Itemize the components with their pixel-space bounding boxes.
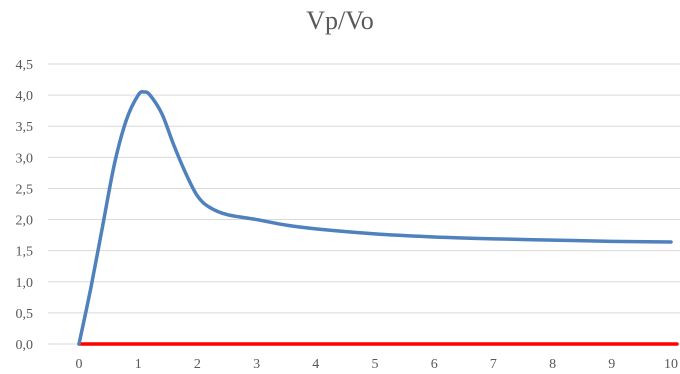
series-group (77, 90, 679, 346)
y-tick-label: 0,5 (16, 307, 34, 322)
y-axis-tick-labels: 0,0 0,5 1,0 1,5 2,0 2,5 3,0 3,5 4,0 4,5 (16, 58, 34, 353)
x-axis-tick-labels: 0 1 2 3 4 5 6 7 8 9 10 (76, 357, 679, 372)
y-tick-label: 3,5 (16, 120, 34, 135)
x-tick-label: 7 (490, 357, 497, 372)
chart-title: Vp/Vo (306, 6, 374, 35)
y-tick-label: 2,5 (16, 182, 34, 197)
y-tick-label: 1,0 (16, 276, 34, 291)
series-line (77, 90, 673, 346)
x-tick-label: 10 (664, 357, 678, 372)
y-tick-label: 4,5 (16, 58, 34, 73)
y-tick-label: 2,0 (16, 214, 34, 229)
y-tick-label: 0,0 (16, 338, 34, 353)
gridlines (48, 63, 680, 345)
x-tick-label: 4 (312, 357, 319, 372)
y-tick-label: 1,5 (16, 245, 34, 260)
y-tick-label: 3,0 (16, 151, 34, 166)
x-tick-label: 9 (608, 357, 615, 372)
x-tick-label: 1 (135, 357, 142, 372)
x-tick-label: 3 (253, 357, 260, 372)
x-tick-label: 8 (549, 357, 556, 372)
y-tick-label: 4,0 (16, 89, 34, 104)
x-tick-label: 2 (194, 357, 201, 372)
x-tick-label: 5 (372, 357, 379, 372)
x-tick-label: 0 (76, 357, 83, 372)
x-tick-label: 6 (431, 357, 438, 372)
